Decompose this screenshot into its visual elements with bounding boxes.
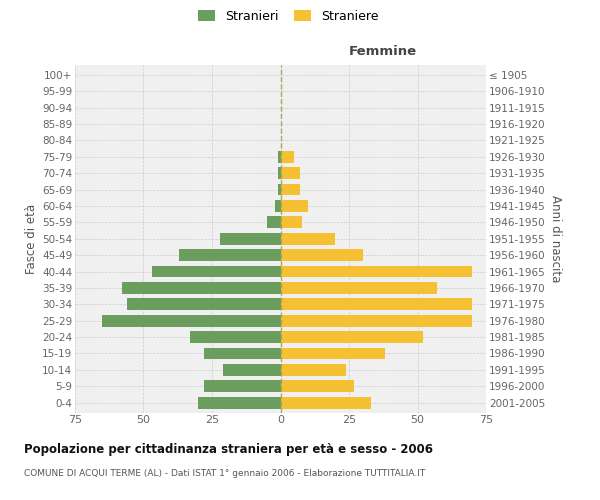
- Y-axis label: Anni di nascita: Anni di nascita: [549, 195, 562, 282]
- Bar: [281, 184, 299, 196]
- Bar: [179, 249, 281, 261]
- Bar: [204, 380, 281, 392]
- Bar: [122, 282, 281, 294]
- Bar: [278, 184, 281, 196]
- Bar: [190, 331, 281, 343]
- Bar: [278, 168, 281, 179]
- Bar: [281, 216, 302, 228]
- Bar: [127, 298, 281, 310]
- Bar: [198, 397, 281, 408]
- Text: COMUNE DI ACQUI TERME (AL) - Dati ISTAT 1° gennaio 2006 - Elaborazione TUTTITALI: COMUNE DI ACQUI TERME (AL) - Dati ISTAT …: [24, 469, 425, 478]
- Bar: [281, 364, 346, 376]
- Bar: [281, 151, 294, 162]
- Text: Popolazione per cittadinanza straniera per età e sesso - 2006: Popolazione per cittadinanza straniera p…: [24, 442, 433, 456]
- Bar: [267, 216, 281, 228]
- Bar: [281, 233, 335, 244]
- Bar: [281, 331, 423, 343]
- Bar: [281, 266, 472, 278]
- Bar: [278, 151, 281, 162]
- Bar: [281, 315, 472, 326]
- Bar: [204, 348, 281, 360]
- Bar: [281, 249, 363, 261]
- Bar: [281, 168, 299, 179]
- Legend: Stranieri, Straniere: Stranieri, Straniere: [194, 6, 382, 26]
- Bar: [275, 200, 281, 212]
- Bar: [281, 397, 371, 408]
- Bar: [103, 315, 281, 326]
- Bar: [220, 233, 281, 244]
- Bar: [281, 348, 385, 360]
- Text: Femmine: Femmine: [349, 45, 418, 58]
- Y-axis label: Fasce di età: Fasce di età: [25, 204, 38, 274]
- Bar: [223, 364, 281, 376]
- Bar: [281, 282, 437, 294]
- Bar: [281, 298, 472, 310]
- Bar: [152, 266, 281, 278]
- Bar: [281, 200, 308, 212]
- Bar: [281, 380, 355, 392]
